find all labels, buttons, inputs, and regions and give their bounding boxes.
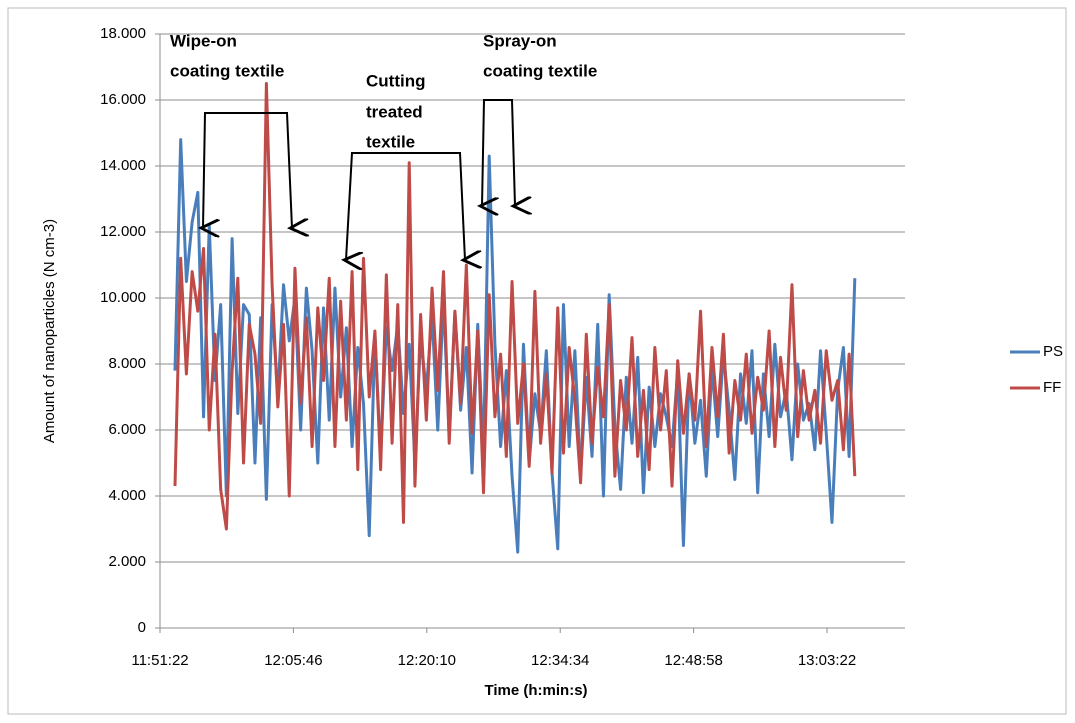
x-tick-label: 13:03:22 (798, 652, 856, 669)
y-tick-label: 8.000 (108, 355, 146, 372)
annotation: coating textile (483, 61, 597, 80)
y-tick-label: 18.000 (100, 25, 146, 42)
y-tick-label: 6.000 (108, 421, 146, 438)
bracket (346, 152, 465, 260)
series-line (173, 138, 857, 554)
x-axis-label: Time (h:min:s) (484, 682, 587, 699)
annotation: Spray-on (483, 31, 557, 50)
legend-label: PS (1043, 343, 1063, 360)
annotation: coating textile (170, 61, 284, 80)
plot-area: 0 2.000 4.000 6.000 8.000 10.000 12.000 14.000 1… (100, 25, 905, 669)
legend-label: FF (1043, 379, 1061, 396)
y-axis-label: Amount of nanoparticles (N cm-3) (41, 219, 58, 443)
y-tick-label: 0 (138, 619, 146, 636)
y-tick-label: 4.000 (108, 487, 146, 504)
x-tick-label: 12:20:10 (398, 652, 456, 669)
annotation: treated (366, 102, 423, 121)
annotation: Cutting (366, 71, 425, 90)
y-tick-label: 14.000 (100, 157, 146, 174)
bracket (482, 99, 515, 206)
annotation: textile (366, 132, 415, 151)
y-tick-label: 10.000 (100, 289, 146, 306)
x-tick-label: 11:51:22 (131, 652, 188, 669)
y-tick-label: 2.000 (108, 553, 146, 570)
y-tick-label: 16.000 (100, 91, 146, 108)
series-line (173, 82, 857, 531)
annotation: Wipe-on (170, 31, 237, 50)
x-tick-label: 12:34:34 (531, 652, 589, 669)
x-tick-label: 12:48:58 (664, 652, 722, 669)
annotation-arrows (203, 99, 515, 260)
bracket (203, 112, 292, 228)
x-tick-label: 12:05:46 (264, 652, 322, 669)
y-tick-label: 12.000 (100, 223, 146, 240)
